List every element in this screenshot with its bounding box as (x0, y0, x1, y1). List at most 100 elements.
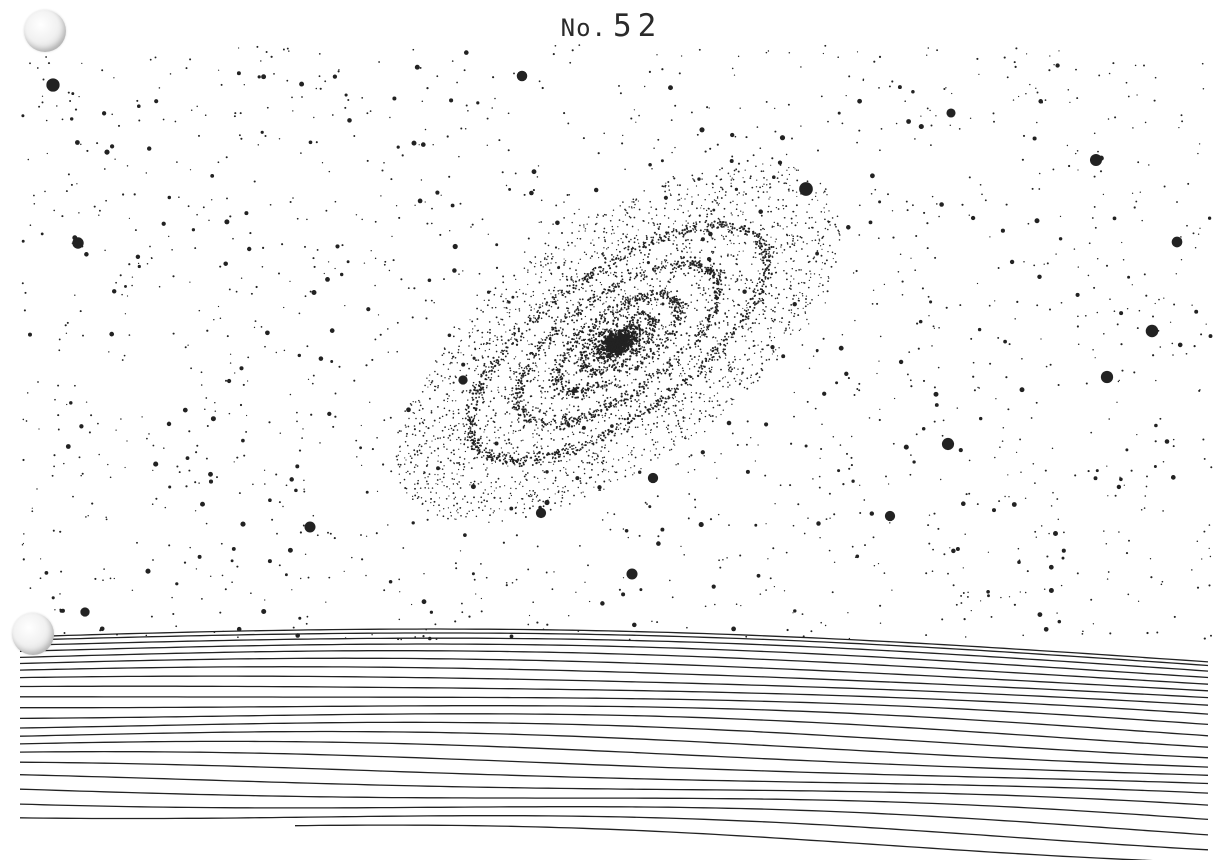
star (815, 349, 819, 352)
star (1125, 448, 1129, 452)
horizon-line (19, 632, 1209, 667)
bright-star (946, 108, 956, 118)
star (898, 359, 904, 365)
star (951, 548, 956, 554)
star (182, 407, 188, 413)
star (495, 243, 499, 247)
star (147, 146, 152, 151)
binder-hole-bottom (12, 613, 54, 655)
star (870, 173, 875, 179)
star (970, 215, 976, 221)
star (406, 407, 411, 413)
horizon-line (20, 705, 1209, 737)
star (427, 278, 432, 283)
star (1207, 216, 1212, 220)
star (335, 244, 340, 249)
horizon-line (19, 643, 1209, 679)
horizon-line (19, 774, 1209, 806)
star (236, 626, 242, 632)
star (700, 237, 705, 242)
bright-star (1089, 153, 1103, 167)
star (447, 333, 452, 338)
star (978, 416, 983, 421)
star (939, 202, 944, 207)
star (471, 572, 475, 576)
star (327, 411, 332, 417)
star (1043, 626, 1049, 632)
star (918, 123, 924, 130)
star (986, 589, 990, 594)
star (60, 608, 65, 613)
star (167, 195, 172, 200)
star (450, 203, 455, 208)
horizon-line (19, 721, 1209, 759)
star (857, 98, 862, 104)
star (646, 261, 650, 265)
star (1058, 237, 1063, 241)
star (934, 403, 939, 407)
plate-number: No. 52 (0, 8, 1223, 44)
star (699, 127, 705, 133)
star (436, 466, 440, 471)
star (69, 117, 74, 121)
star (175, 582, 179, 586)
horizon-line (294, 824, 1154, 860)
star (75, 140, 80, 145)
star (168, 485, 172, 489)
bright-star (941, 437, 955, 451)
star (84, 252, 89, 257)
star (545, 470, 549, 474)
star (224, 219, 230, 225)
star (648, 163, 652, 167)
star (308, 140, 313, 145)
star (1112, 216, 1117, 221)
star (1164, 439, 1170, 444)
horizon-line (19, 675, 1209, 706)
star (210, 416, 216, 422)
star (297, 353, 302, 358)
bright-star (1100, 370, 1114, 384)
star (897, 85, 902, 90)
star (855, 554, 860, 559)
bright-star (1171, 236, 1183, 248)
bright-star (799, 182, 813, 196)
star (40, 232, 44, 236)
star (240, 521, 246, 527)
star (929, 300, 933, 304)
star (792, 301, 797, 307)
star (835, 381, 839, 385)
star (781, 354, 786, 359)
star (1037, 274, 1042, 280)
star (793, 609, 797, 613)
bright-star (535, 507, 547, 519)
star (1194, 309, 1199, 314)
star (730, 132, 735, 138)
star (452, 243, 458, 250)
star (145, 568, 151, 574)
star (754, 523, 758, 527)
star (154, 99, 159, 104)
star (575, 476, 580, 481)
bright-star (304, 521, 316, 533)
star (933, 391, 939, 397)
star (1208, 334, 1213, 339)
star (868, 220, 873, 225)
star (660, 527, 665, 532)
star (329, 328, 335, 333)
star (200, 501, 205, 507)
star (230, 559, 234, 563)
star (69, 401, 73, 405)
star (1154, 423, 1158, 428)
plate-number-prefix: No. (560, 14, 608, 42)
star (236, 71, 241, 76)
star (109, 144, 115, 149)
bright-star (46, 78, 60, 92)
star (555, 220, 560, 226)
star (726, 420, 732, 426)
star (429, 610, 434, 614)
star (223, 261, 228, 266)
star (779, 135, 786, 141)
star (711, 584, 716, 589)
star (244, 211, 249, 216)
